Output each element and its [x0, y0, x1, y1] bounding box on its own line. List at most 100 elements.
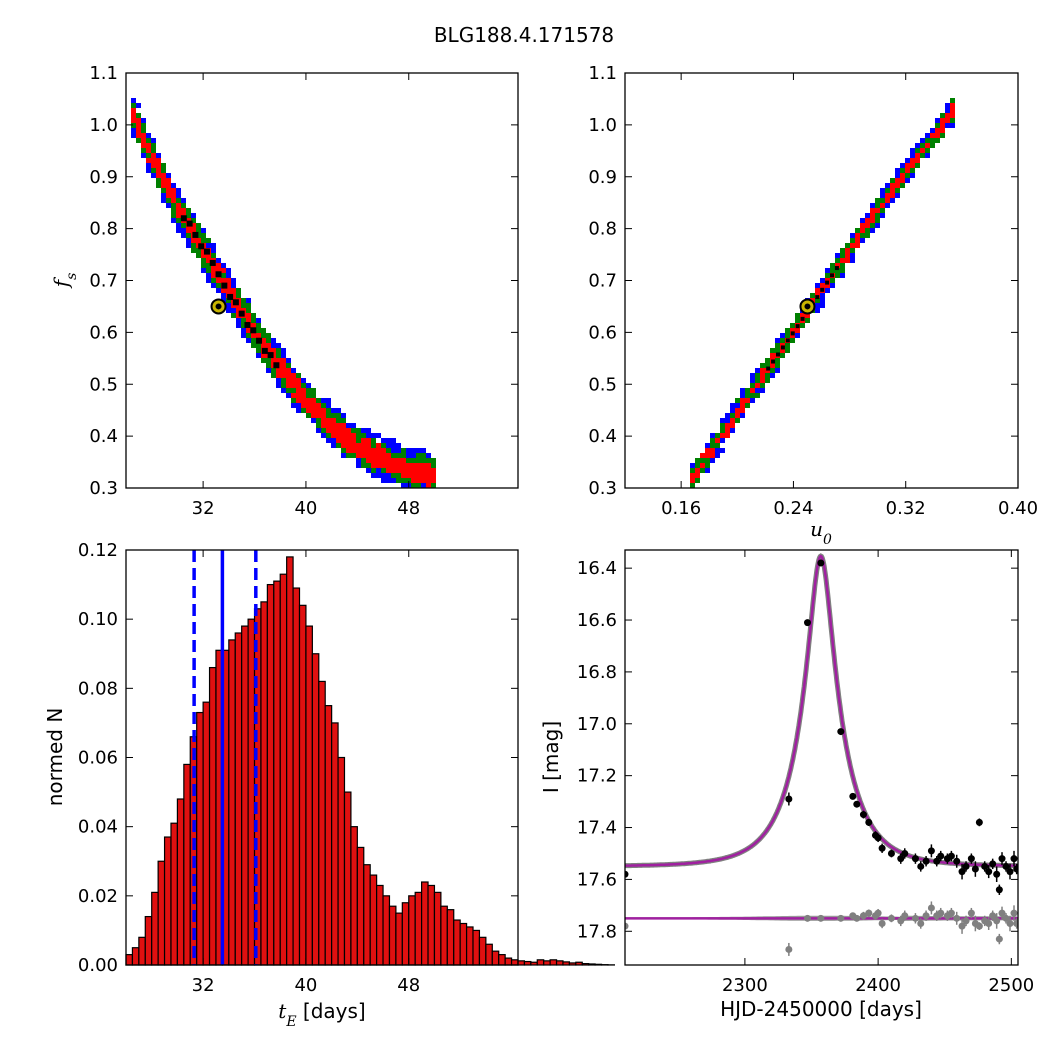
u0-fs-sample-cell: [785, 338, 790, 343]
u0-fs-sigma3-cell: [775, 338, 780, 343]
tE-histogram-bar: [485, 943, 493, 966]
tE-fs-sigma3-cell: [256, 353, 261, 358]
u0-fs-sigma3-cell: [725, 413, 730, 418]
tE-fs-sigma1-cell: [306, 403, 311, 408]
tE-fs-sigma3-cell: [291, 403, 296, 408]
tE-fs-sigma2-cell: [256, 343, 261, 348]
u0-fs-sigma1-cell: [865, 223, 870, 228]
tE-fs-sigma3-cell: [371, 473, 376, 478]
tE-fs-sigma1-cell: [216, 278, 221, 283]
u0-fs-sigma1-cell: [950, 113, 955, 118]
tE-fs-sigma1-cell: [341, 433, 346, 438]
u0-fs-sigma2-cell: [845, 243, 850, 248]
u0-fs-sigma2-cell: [715, 443, 720, 448]
tE-fs-sigma1-cell: [426, 478, 431, 483]
tE-fs-sample-cell: [250, 327, 257, 334]
u0-fs-sigma2-cell: [840, 248, 845, 253]
u0-fs-sigma3-cell: [910, 173, 915, 178]
tE-fs-sigma3-cell: [316, 428, 321, 433]
u0-fs-sigma1-cell: [725, 433, 730, 438]
tE-fs-sigma1-cell: [141, 138, 146, 143]
u0-fs-sigma2-cell: [790, 338, 795, 343]
tE-fs-sigma1-cell: [146, 158, 151, 163]
tE-fs-sigma3-cell: [216, 288, 221, 293]
u0-fs-sigma1-cell: [700, 463, 705, 468]
u0-fs-sigma1-cell: [730, 418, 735, 423]
tE-fs-xtick-label: 32: [192, 498, 215, 519]
u0-fs-sigma2-cell: [785, 348, 790, 353]
u0-fs-sigma1-cell: [825, 283, 830, 288]
tE-fs-sigma1-cell: [211, 268, 216, 273]
tE-fs-sample-cell: [227, 293, 234, 300]
tE-fs-sigma2-cell: [201, 258, 206, 263]
tE-fs-sigma1-cell: [171, 193, 176, 198]
tE-fs-sigma2-cell: [226, 298, 231, 303]
residual-point: [901, 912, 909, 920]
residual-point: [947, 909, 955, 917]
tE-fs-sigma2-cell: [156, 178, 161, 183]
tE-fs-sigma3-cell: [156, 153, 161, 158]
tE-histogram-bar: [286, 556, 294, 966]
u0-fs-sigma2-cell: [865, 233, 870, 238]
tE-fs-sigma1-cell: [311, 403, 316, 408]
tE-fs-sample-cell: [180, 215, 187, 222]
tE-fs-sigma3-cell: [186, 238, 191, 243]
tE-fs-sigma2-cell: [326, 413, 331, 418]
tE-fs-sigma1-cell: [296, 383, 301, 388]
panel-tE-fs: 32 40 48 0.3 0.4 0.5 0.6 0.7 0.8 0.9 1.0 1.1 fs: [49, 63, 519, 519]
u0-fs-sigma2-cell: [915, 148, 920, 153]
data-point: [953, 857, 961, 865]
tE-histogram-ytick-label: 0.12: [78, 540, 118, 561]
tE-fs-sigma1-cell: [321, 413, 326, 418]
data-point: [887, 849, 895, 857]
tE-fs-sigma1-cell: [421, 473, 426, 478]
tE-fs-sigma2-cell: [361, 458, 366, 463]
tE-fs-sigma3-cell: [231, 278, 236, 283]
tE-fs-sigma3-cell: [186, 243, 191, 248]
tE-fs-sigma1-cell: [371, 448, 376, 453]
tE-fs-sigma3-cell: [366, 433, 371, 438]
tE-histogram-bar: [498, 954, 506, 966]
u0-fs-sigma2-cell: [875, 218, 880, 223]
tE-fs-sigma2-cell: [331, 413, 336, 418]
tE-fs-sigma1-cell: [176, 203, 181, 208]
tE-fs-sigma3-cell: [356, 458, 361, 463]
tE-fs-sigma1-cell: [416, 463, 421, 468]
u0-fs-sigma3-cell: [730, 403, 735, 408]
tE-fs-sigma3-cell: [336, 408, 341, 413]
tE-fs-sigma2-cell: [246, 333, 251, 338]
u0-fs-sigma3-cell: [825, 288, 830, 293]
u0-fs-sigma3-cell: [860, 218, 865, 223]
tE-fs-ylabel: fs: [49, 273, 80, 290]
tE-fs-sigma1-cell: [286, 378, 291, 383]
u0-fs-sigma2-cell: [900, 168, 905, 173]
lightcurve-frame: [624, 549, 1019, 966]
tE-fs-sigma2-cell: [181, 203, 186, 208]
tE-fs-sigma1-cell: [286, 368, 291, 373]
tE-fs-sigma2-cell: [421, 453, 426, 458]
tE-fs-ytick-label: 0.6: [89, 322, 118, 343]
u0-fs-sigma2-cell: [880, 198, 885, 203]
tE-fs-sigma3-cell: [131, 128, 136, 133]
tE-fs-sigma1-cell: [246, 318, 251, 323]
u0-fs-sigma2-cell: [745, 393, 750, 398]
u0-fs-xtick-label: 0.16: [661, 498, 701, 519]
u0-fs-sigma3-cell: [735, 403, 740, 408]
residual-point: [804, 914, 812, 922]
tE-fs-sigma1-cell: [351, 443, 356, 448]
tE-fs-sigma1-cell: [326, 418, 331, 423]
tE-fs-sigma1-cell: [306, 398, 311, 403]
tE-fs-sigma2-cell: [196, 223, 201, 228]
tE-fs-sigma1-cell: [131, 108, 136, 113]
u0-fs-sigma3-cell: [850, 258, 855, 263]
tE-fs-sigma1-cell: [171, 188, 176, 193]
tE-histogram-bar: [549, 959, 558, 966]
u0-fs-sigma2-cell: [925, 138, 930, 143]
tE-fs-sigma2-cell: [326, 433, 331, 438]
u0-fs-sigma1-cell: [790, 328, 795, 333]
tE-fs-sigma1-cell: [361, 438, 366, 443]
residual-point: [953, 914, 961, 922]
u0-fs-sigma3-cell: [820, 278, 825, 283]
tE-fs-sigma1-cell: [321, 423, 326, 428]
tE-fs-sigma2-cell: [321, 428, 326, 433]
